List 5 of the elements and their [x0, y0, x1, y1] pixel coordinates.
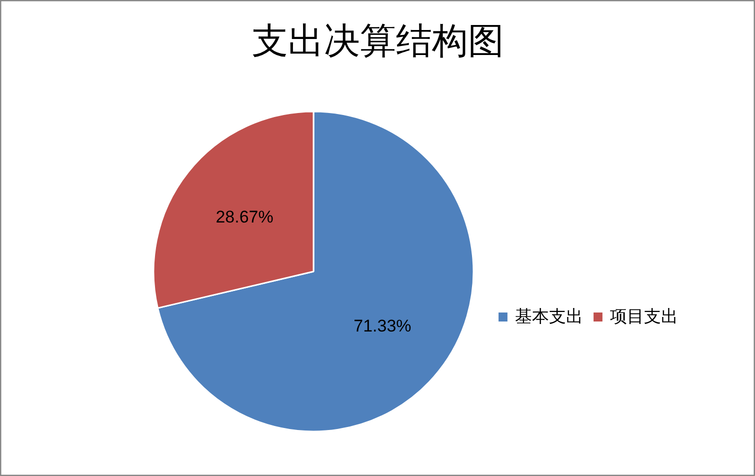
data-label: 28.67%: [216, 207, 274, 226]
data-label: 71.33%: [354, 316, 412, 336]
legend-label: 基本支出: [515, 306, 583, 328]
chart-title: 支出决算结构图: [252, 20, 504, 61]
legend-label: 项目支出: [610, 306, 678, 328]
